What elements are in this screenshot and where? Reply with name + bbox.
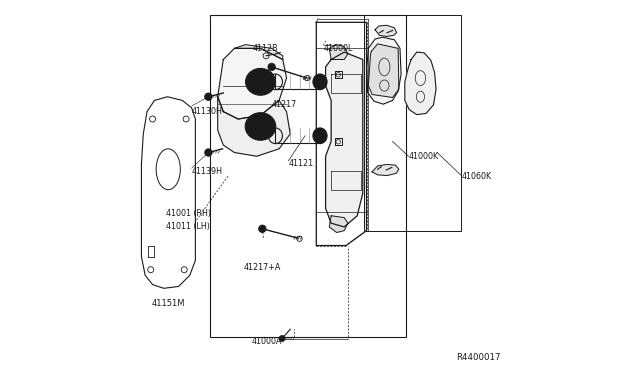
Text: 41000A: 41000A [251,337,282,346]
Polygon shape [369,44,399,97]
Text: 41060K: 41060K [461,172,492,181]
Circle shape [279,336,285,341]
Polygon shape [330,216,348,232]
Ellipse shape [246,68,275,95]
Ellipse shape [245,113,276,140]
Bar [364,15,461,231]
Polygon shape [372,164,399,176]
Ellipse shape [313,74,327,90]
Polygon shape [335,71,342,78]
Ellipse shape [313,128,327,144]
Polygon shape [326,52,363,227]
Ellipse shape [249,116,272,137]
Circle shape [205,149,212,156]
Polygon shape [335,138,342,145]
Text: 41000L: 41000L [324,44,353,53]
Text: 41011 (LH): 41011 (LH) [166,222,209,231]
Text: 41121: 41121 [289,159,314,168]
Text: 41130H: 41130H [191,107,223,116]
Circle shape [205,93,212,100]
Bar [211,15,406,337]
Polygon shape [405,52,436,115]
Polygon shape [218,97,291,156]
Text: 41001 (RH): 41001 (RH) [166,209,211,218]
Circle shape [268,63,275,71]
Text: 41217: 41217 [271,100,297,109]
Ellipse shape [250,71,271,92]
Polygon shape [330,45,348,60]
Text: 41139H: 41139H [191,167,223,176]
Polygon shape [218,48,287,119]
Text: R4400017: R4400017 [456,353,500,362]
Text: 4112B: 4112B [253,44,278,53]
Circle shape [259,225,266,232]
Polygon shape [367,37,401,104]
Text: 41217+A: 41217+A [244,263,281,272]
Text: 41151M: 41151M [152,299,185,308]
Polygon shape [375,25,397,36]
Polygon shape [234,45,283,60]
Text: 41000K: 41000K [408,152,438,161]
